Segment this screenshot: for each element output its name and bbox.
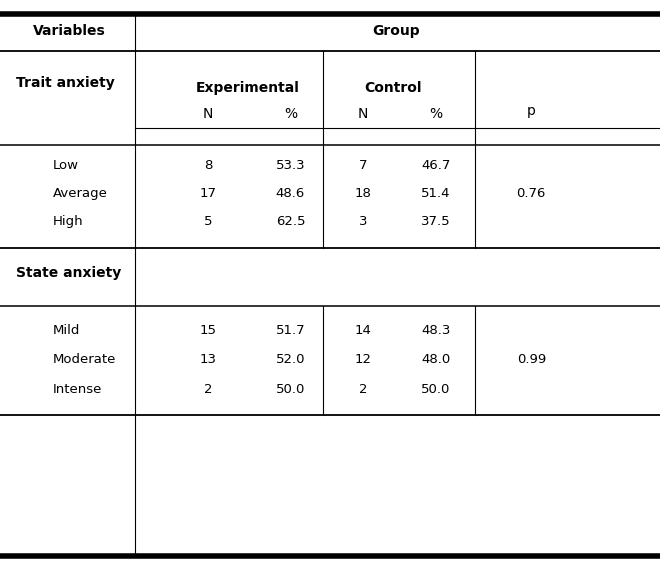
Text: Moderate: Moderate — [53, 353, 116, 366]
Text: 48.3: 48.3 — [421, 324, 450, 336]
Text: 8: 8 — [204, 159, 212, 171]
Text: Experimental: Experimental — [195, 81, 300, 95]
Text: 3: 3 — [359, 216, 367, 228]
Text: High: High — [53, 216, 83, 228]
Text: Variables: Variables — [33, 24, 106, 38]
Text: %: % — [284, 107, 297, 121]
Text: 53.3: 53.3 — [276, 159, 305, 171]
Text: 5: 5 — [204, 216, 212, 228]
Text: 52.0: 52.0 — [276, 353, 305, 366]
Text: 46.7: 46.7 — [421, 159, 450, 171]
Text: %: % — [429, 107, 442, 121]
Text: 51.4: 51.4 — [421, 187, 450, 200]
Text: 18: 18 — [354, 187, 372, 200]
Text: N: N — [358, 107, 368, 121]
Text: Intense: Intense — [53, 383, 102, 395]
Text: 37.5: 37.5 — [421, 216, 450, 228]
Text: 2: 2 — [204, 383, 212, 395]
Text: 17: 17 — [199, 187, 216, 200]
Text: 51.7: 51.7 — [276, 324, 305, 336]
Text: Mild: Mild — [53, 324, 80, 336]
Text: N: N — [203, 107, 213, 121]
Text: State anxiety: State anxiety — [16, 266, 121, 280]
Text: 15: 15 — [199, 324, 216, 336]
Text: Trait anxiety: Trait anxiety — [16, 76, 116, 89]
Text: 48.6: 48.6 — [276, 187, 305, 200]
Text: Low: Low — [53, 159, 79, 171]
Text: 2: 2 — [359, 383, 367, 395]
Text: 50.0: 50.0 — [421, 383, 450, 395]
Text: 14: 14 — [354, 324, 372, 336]
Text: Control: Control — [364, 81, 422, 95]
Text: Group: Group — [372, 24, 420, 38]
Text: 62.5: 62.5 — [276, 216, 305, 228]
Text: 12: 12 — [354, 353, 372, 366]
Text: 48.0: 48.0 — [421, 353, 450, 366]
Text: 13: 13 — [199, 353, 216, 366]
Text: p: p — [527, 104, 536, 118]
Text: 50.0: 50.0 — [276, 383, 305, 395]
Text: 7: 7 — [359, 159, 367, 171]
Text: 0.99: 0.99 — [517, 353, 546, 366]
Text: 0.76: 0.76 — [517, 187, 546, 200]
Text: Average: Average — [53, 187, 108, 200]
